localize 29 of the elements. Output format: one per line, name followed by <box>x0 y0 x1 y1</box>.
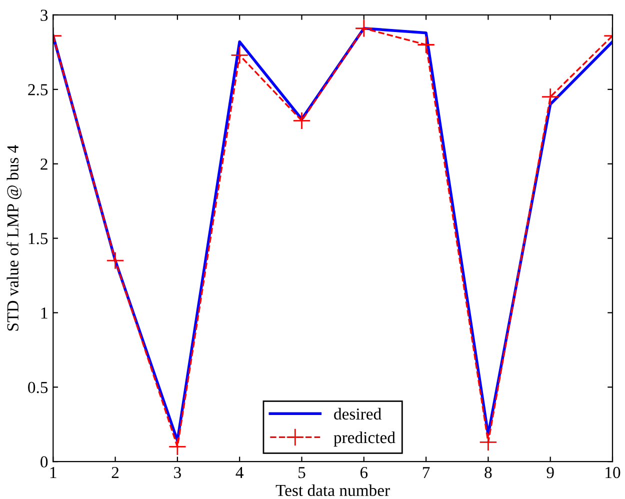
x-tick-label: 1 <box>50 467 56 478</box>
point <box>479 433 498 452</box>
x-axis-title: Test data number <box>276 484 390 496</box>
y-tick-label: 2.5 <box>28 84 48 96</box>
legend-label: predicted <box>334 431 396 447</box>
x-tick-label: 3 <box>174 466 181 478</box>
point <box>541 88 560 106</box>
y-tick-label: 2 <box>40 158 48 170</box>
point <box>417 36 436 54</box>
point <box>292 112 311 130</box>
x-tick-label: 6 <box>360 466 368 478</box>
y-tick-label: 0 <box>40 456 48 468</box>
point <box>106 252 124 270</box>
x-tick-label: 7 <box>422 467 430 478</box>
y-tick-label: 0.5 <box>28 382 48 394</box>
y-tick-label: 1.5 <box>28 233 48 244</box>
x-tick-label: 9 <box>546 466 554 478</box>
point <box>354 19 373 38</box>
x-tick-label: 2 <box>112 466 119 478</box>
legend-label: desired <box>334 408 382 420</box>
x-tick-label: 8 <box>484 466 492 478</box>
x-tick-label: 4 <box>236 467 244 478</box>
x-tick-label: 10 <box>606 466 620 478</box>
x-tick-label: 5 <box>298 467 306 478</box>
point <box>230 46 249 64</box>
point <box>168 438 186 456</box>
y-tick-label: 1 <box>41 307 48 318</box>
y-tick-label: 3 <box>40 10 48 21</box>
y-axis-title: STD value of LMP @ bus 4 <box>6 145 22 331</box>
